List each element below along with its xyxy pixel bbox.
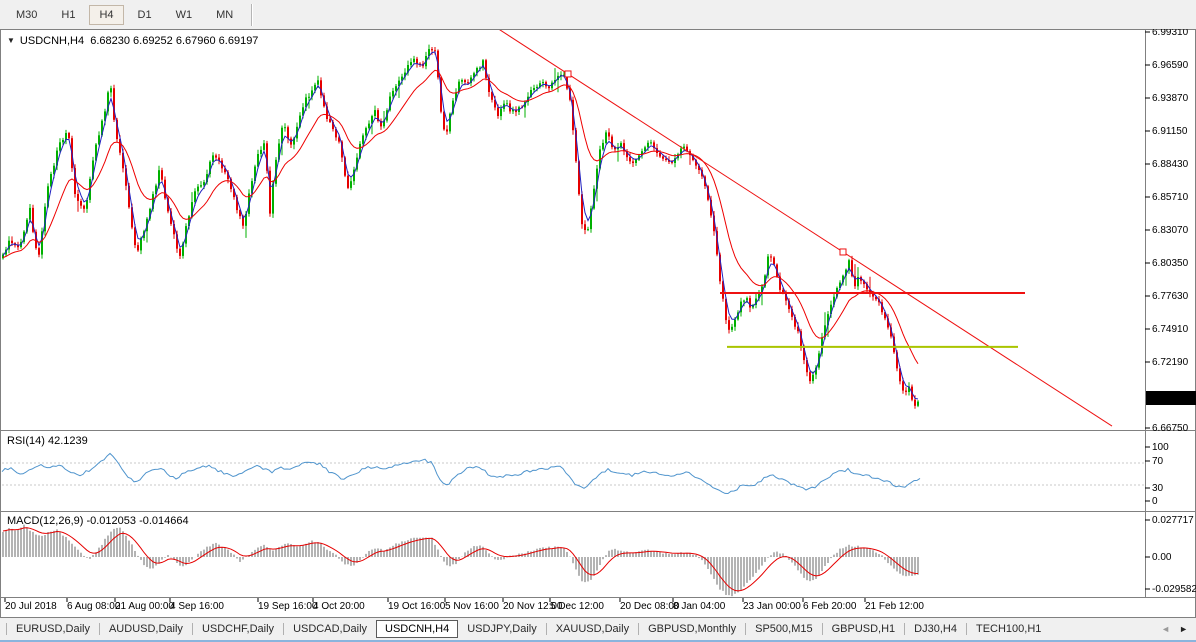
price-axis-label: 6.88430 (1152, 159, 1189, 170)
macd-axis-label: 0.027717 (1152, 515, 1194, 526)
time-axis-label: 20 Nov 12:00 (503, 601, 563, 612)
timeframe-toolbar: M30 H1 H4 D1 W1 MN (0, 0, 1196, 29)
macd-signal-line (2, 527, 919, 592)
time-axis-label: 6 Feb 20:00 (803, 601, 857, 612)
time-axis-label: 20 Jul 2018 (5, 601, 57, 612)
tick-down-arrow-icon: ▼ (7, 36, 15, 45)
tab-separator (821, 623, 823, 635)
price-axis-label: 6.80350 (1152, 258, 1189, 269)
time-axis-label: 4 Sep 16:00 (170, 601, 224, 612)
time-axis: 20 Jul 2018 6 Aug 08:00 21 Aug 00:00 4 Sep … (0, 601, 1196, 618)
symbol-tab-usdcnh-h4[interactable]: USDCNH,H4 (376, 620, 459, 638)
tab-separator (98, 623, 100, 635)
time-axis-label: 21 Feb 12:00 (865, 601, 924, 612)
rsi-line (1, 452, 921, 495)
tab-scroll-right-icon[interactable]: ► (1179, 624, 1188, 634)
symbol-tab-usdcad-daily[interactable]: USDCAD,Daily (293, 623, 368, 635)
tab-separator (965, 623, 967, 635)
rsi-axis-label: 70 (1152, 456, 1164, 467)
trendline[interactable] (497, 29, 1113, 427)
price-axis-label: 6.99310 (1152, 29, 1189, 38)
price-axis-label: 6.91150 (1152, 126, 1188, 137)
macd-histogram (2, 524, 919, 597)
chart-title: USDCNH,H4 6.68230 6.69252 6.67960 6.6919… (19, 35, 259, 47)
symbol-tab-audusd-daily[interactable]: AUDUSD,Daily (108, 623, 183, 635)
price-axis-label: 6.83070 (1152, 225, 1189, 236)
price-axis-label: 6.66750 (1152, 423, 1189, 434)
macd-label: MACD(12,26,9) -0.012053 -0.014664 (7, 515, 189, 527)
time-axis-label: 20 Dec 08:00 (620, 601, 680, 612)
symbol-tab-bar: EURUSD,Daily AUDUSD,Daily USDCHF,Daily USDC… (0, 618, 1196, 640)
price-axis-label: 6.72190 (1152, 357, 1189, 368)
time-axis-ticks (4, 598, 866, 602)
chart-frame (0, 29, 1196, 618)
price-axis-label: 6.93870 (1152, 93, 1189, 104)
ma-slow-line (2, 69, 919, 365)
time-axis-label: 19 Oct 16:00 (388, 601, 446, 612)
rsi-level-lines (2, 462, 1145, 486)
time-axis-label: 8 Jan 04:00 (673, 601, 726, 612)
candles (2, 44, 919, 409)
tab-separator (545, 623, 547, 635)
symbol-tab-gbpusd-h1[interactable]: GBPUSD,H1 (831, 623, 896, 635)
price-axis-label: 6.85710 (1152, 192, 1189, 203)
rsi-axis-label: 30 (1152, 483, 1164, 494)
tab-separator (6, 623, 7, 635)
symbol-tab-xauusd-daily[interactable]: XAUUSD,Daily (555, 623, 630, 635)
tab-separator (638, 623, 640, 635)
symbol-tab-tech100-h1[interactable]: TECH100,H1 (975, 623, 1042, 635)
symbol-tab-sp500-m15[interactable]: SP500,M15 (755, 623, 813, 635)
tab-separator (745, 623, 747, 635)
time-axis-label: 5 Nov 16:00 (445, 601, 499, 612)
time-axis-label: 23 Jan 00:00 (743, 601, 801, 612)
tab-separator (191, 623, 193, 635)
rsi-axis-label: 0 (1152, 496, 1158, 507)
timeframe-button-d1[interactable]: D1 (137, 8, 152, 21)
chart-canvas[interactable]: 6.99310 6.96590 6.93870 6.91150 6.88430 6.857… (0, 29, 1196, 618)
price-axis-label: 6.77630 (1152, 291, 1189, 302)
macd-axis-label: 0.00 (1152, 552, 1172, 563)
price-axis-label: 6.96590 (1152, 60, 1189, 71)
symbol-tab-gbpusd-monthly[interactable]: GBPUSD,Monthly (648, 623, 737, 635)
rsi-label: RSI(14) 42.1239 (7, 435, 88, 447)
timeframe-button-m30[interactable]: M30 (16, 8, 38, 21)
price-axis-label: 6.74910 (1152, 324, 1189, 335)
timeframe-button-mn[interactable]: MN (216, 8, 234, 21)
symbol-tab-usdjpy-daily[interactable]: USDJPY,Daily (467, 623, 537, 635)
symbol-tab-eurusd-daily[interactable]: EURUSD,Daily (16, 623, 90, 635)
time-axis-label: 5 Dec 12:00 (550, 601, 604, 612)
rsi-axis-label: 100 (1152, 442, 1169, 453)
time-axis-label: 19 Sep 16:00 (258, 601, 318, 612)
tab-separator (283, 623, 285, 635)
time-axis-label: 4 Oct 20:00 (313, 601, 365, 612)
symbol-tab-usdchf-daily[interactable]: USDCHF,Daily (201, 623, 275, 635)
toolbar-separator (251, 3, 254, 26)
timeframe-button-h4[interactable]: H4 (89, 4, 124, 25)
window-bottom-edge (0, 640, 1196, 642)
timeframe-button-w1[interactable]: W1 (175, 8, 193, 21)
chart-title-bar: ▼ USDCNH,H4 6.68230 6.69252 6.67960 6.69… (7, 35, 258, 47)
current-price-tag: 6.69197 (1146, 391, 1196, 405)
price-axis: 6.99310 6.96590 6.93870 6.91150 6.88430 6.857… (1145, 29, 1196, 595)
time-axis-label: 21 Aug 00:00 (115, 601, 174, 612)
current-price-label: 6.69197 (1149, 394, 1186, 405)
macd-axis-label: -0.029582 (1152, 584, 1196, 595)
tab-scroll-left-icon[interactable]: ◄ (1161, 624, 1171, 634)
symbol-tab-dj30-h4[interactable]: DJ30,H4 (914, 623, 957, 635)
chart-window[interactable]: 6.99310 6.96590 6.93870 6.91150 6.88430 6.857… (0, 29, 1196, 618)
timeframe-button-h1[interactable]: H1 (61, 8, 76, 21)
time-axis-label: 6 Aug 08:00 (67, 601, 121, 612)
tab-separator (904, 623, 906, 635)
